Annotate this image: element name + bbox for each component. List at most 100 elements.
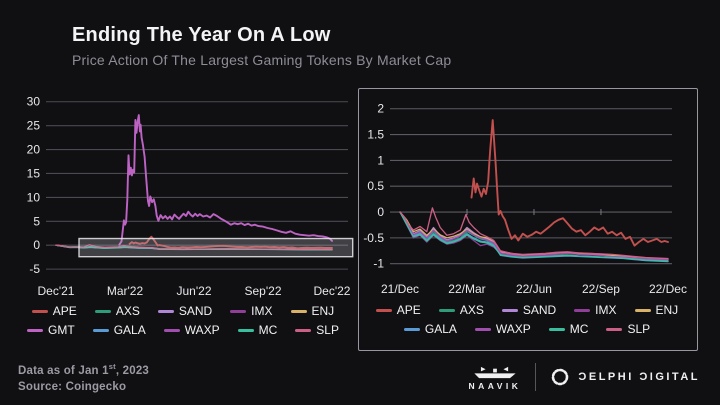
legend-swatch-enj [290, 309, 307, 313]
legend-label: SAND [178, 304, 213, 318]
legend-swatch-imx [574, 308, 591, 312]
legend-swatch-gala [92, 328, 109, 332]
svg-text:15: 15 [27, 166, 41, 180]
svg-text:1.5: 1.5 [367, 128, 384, 142]
legend-item-imx: IMX [574, 303, 617, 317]
svg-text:25: 25 [27, 119, 41, 133]
svg-text:1: 1 [377, 153, 384, 167]
legend-label: AXS [459, 303, 484, 317]
svg-text:21/Dec: 21/Dec [381, 282, 419, 296]
legend-label: GMT [48, 323, 75, 337]
legend-item-enj: ENJ [290, 304, 335, 318]
naavik-logo: NAAVIK [468, 364, 521, 391]
legend-item-axs: AXS [438, 303, 484, 317]
svg-text:Dec'21: Dec'21 [38, 284, 75, 298]
legend-swatch-gala [403, 327, 420, 331]
legend-swatch-sand [157, 309, 174, 313]
series-line-ape [128, 235, 333, 250]
ring-icon [552, 368, 569, 386]
legend-item-imx: IMX [230, 304, 273, 318]
page-subtitle: Price Action Of The Largest Gaming Token… [72, 52, 452, 68]
legend-label: MC [569, 322, 589, 336]
legend-swatch-imx [230, 309, 247, 313]
legend-swatch-sand [501, 308, 518, 312]
legend-label: APE [52, 304, 77, 318]
legend-label: WAXP [184, 323, 220, 337]
legend-item-slp: SLP [295, 323, 339, 337]
legend-item-mc: MC [237, 323, 278, 337]
legend-swatch-slp [295, 328, 312, 332]
zoom-panel: 2 1.5 1 0.5 0 -0.5 -1 21/Dec 22/Mar 22/Jun 22/Sep 2… [358, 88, 698, 351]
legend-item-waxp: WAXP [163, 323, 220, 337]
zoomed-legend: APE AXS SAND IMX ENJ GALA WAXP MC SLP [359, 303, 695, 336]
legend-item-axs: AXS [94, 304, 140, 318]
legend-swatch-gmt [27, 328, 44, 332]
logo-row: NAAVIK ƆELPHI ƆIGITAL [468, 363, 700, 391]
svg-text:5: 5 [33, 214, 40, 228]
svg-text:22/Sep: 22/Sep [582, 282, 620, 296]
legend-item-mc: MC [548, 322, 589, 336]
legend-row: GMT GALA WAXP MC SLP [27, 323, 339, 337]
legend-item-slp: SLP [606, 322, 650, 336]
legend-swatch-waxp [474, 327, 491, 331]
logo-divider [535, 363, 537, 391]
series-line-sand [399, 211, 669, 261]
svg-text:Sep'22: Sep'22 [245, 284, 282, 298]
svg-text:Dec'22: Dec'22 [314, 284, 351, 298]
legend-item-gala: GALA [403, 322, 457, 336]
legend-swatch-mc [548, 327, 565, 331]
legend-label: SLP [316, 323, 339, 337]
legend-label: SAND [522, 303, 557, 317]
delphi-logo: ƆELPHI ƆIGITAL [550, 367, 700, 387]
legend-swatch-ape [375, 308, 392, 312]
legend-item-ape: APE [375, 303, 421, 317]
series-line-gmt [118, 114, 333, 246]
overview-legend: APE AXS SAND IMX ENJ GMT GALA WAXP MC SLP [10, 304, 356, 337]
legend-swatch-slp [606, 327, 623, 331]
legend-swatch-ape [31, 309, 48, 313]
legend-label: SLP [627, 322, 651, 336]
series-line-slp [399, 207, 669, 260]
legend-swatch-waxp [163, 328, 180, 332]
chart-svg-right: 2 1.5 1 0.5 0 -0.5 -1 21/Dec 22/Mar 22/Jun 22/Sep 2… [363, 102, 687, 296]
legend-label: IMX [595, 303, 617, 317]
legend-label: IMX [251, 304, 273, 318]
legend-row: APE AXS SAND IMX ENJ [375, 303, 679, 317]
legend-item-gmt: GMT [27, 323, 75, 337]
page-title: Ending The Year On A Low [72, 24, 331, 46]
legend-label: ENJ [311, 304, 335, 318]
svg-text:2: 2 [377, 102, 384, 116]
svg-text:0: 0 [33, 238, 40, 252]
legend-swatch-axs [94, 309, 111, 313]
legend-item-waxp: WAXP [474, 322, 531, 336]
series-line-waxp [399, 211, 669, 261]
svg-text:22/Dec: 22/Dec [649, 282, 687, 296]
legend-label: APE [396, 303, 421, 317]
delphi-label: ƆELPHI ƆIGITAL [578, 371, 700, 383]
legend-label: GALA [424, 322, 457, 336]
svg-text:30: 30 [27, 95, 41, 109]
svg-text:10: 10 [27, 190, 41, 204]
zoomed-chart: 2 1.5 1 0.5 0 -0.5 -1 21/Dec 22/Mar 22/Jun 22/Sep 2… [360, 93, 696, 301]
legend-swatch-axs [438, 308, 455, 312]
legend-row: APE AXS SAND IMX ENJ [31, 304, 335, 318]
svg-text:-1: -1 [373, 257, 384, 271]
zoom-region-box [78, 237, 354, 258]
overview-chart: 30 25 20 15 10 5 0 -5 Dec'21 Mar'22 Jun'22 Sep'22 De… [10, 92, 356, 304]
naavik-label: NAAVIK [468, 380, 522, 391]
legend-swatch-enj [634, 308, 651, 312]
series-line-slp [55, 244, 333, 251]
legend-item-gala: GALA [92, 323, 146, 337]
chart-svg-left: 30 25 20 15 10 5 0 -5 Dec'21 Mar'22 Jun'22 Sep'22 De… [27, 95, 354, 298]
data-as-of-note: Data as of Jan 1st, 2023 [18, 362, 150, 377]
legend-label: WAXP [495, 322, 531, 336]
svg-text:0: 0 [377, 205, 384, 219]
legend-item-sand: SAND [501, 303, 557, 317]
legend-label: MC [258, 323, 278, 337]
footnote: Data as of Jan 1st, 2023 Source: Coingec… [18, 359, 149, 395]
legend-label: ENJ [655, 303, 679, 317]
legend-row: GALA WAXP MC SLP [403, 322, 650, 336]
legend-item-enj: ENJ [634, 303, 679, 317]
legend-item-ape: APE [31, 304, 77, 318]
